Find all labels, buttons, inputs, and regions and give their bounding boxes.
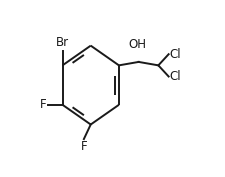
Text: F: F	[80, 140, 87, 153]
Text: F: F	[40, 98, 47, 111]
Text: Cl: Cl	[169, 70, 180, 83]
Text: Br: Br	[56, 36, 69, 49]
Text: Cl: Cl	[169, 48, 180, 61]
Text: OH: OH	[127, 38, 145, 51]
